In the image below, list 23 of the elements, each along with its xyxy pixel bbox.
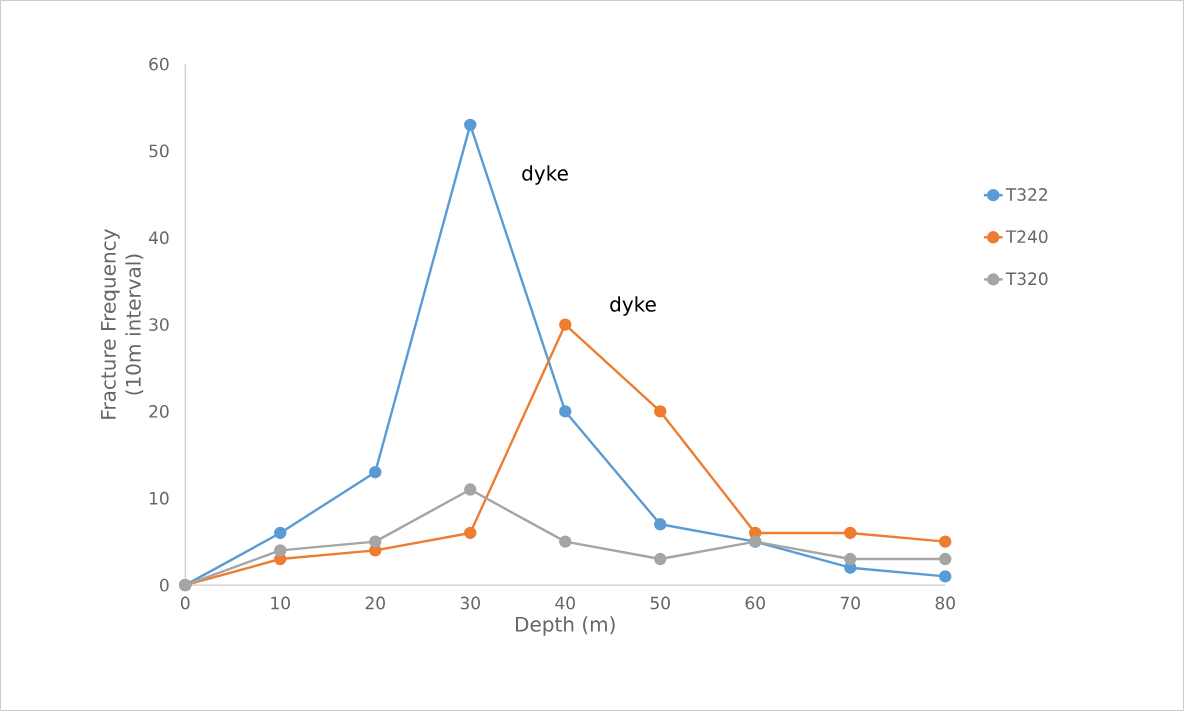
x-tick-label: 40: [555, 596, 575, 610]
x-tick-label: 60: [745, 596, 765, 610]
legend-label: T240: [1005, 230, 1048, 244]
y-tick-label: 0: [160, 578, 169, 592]
x-tick-label: 20: [365, 596, 385, 610]
annotation: dyke: [522, 165, 568, 185]
x-tick-label: 50: [650, 596, 670, 610]
y-tick-label: 40: [148, 231, 169, 245]
y-axis-title: Fracture Frequency (10m interval): [101, 229, 144, 419]
x-tick-label: 10: [271, 596, 290, 610]
legend-label: T320: [1005, 272, 1048, 286]
x-tick-label: 30: [460, 596, 480, 610]
y-tick-label: 10: [149, 491, 169, 505]
y-tick-label: 50: [149, 144, 169, 158]
x-axis-title: Depth (m): [516, 616, 615, 636]
y-tick-label: 60: [149, 57, 169, 71]
x-tick-label: 0: [180, 596, 190, 610]
x-tick-label: 70: [840, 596, 860, 610]
annotation: dyke: [610, 296, 656, 316]
legend-label: T322: [1005, 188, 1047, 201]
x-tick-label: 80: [935, 596, 955, 610]
y-tick-label: 30: [149, 318, 169, 331]
y-tick-label: 20: [149, 404, 169, 418]
